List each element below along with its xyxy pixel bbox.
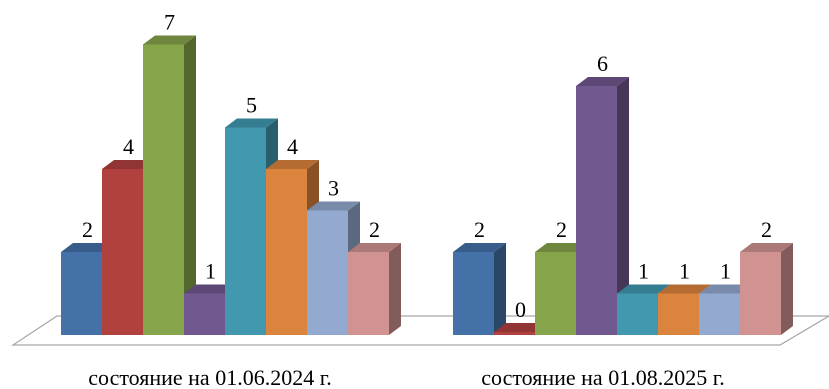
- bar: [143, 35, 196, 335]
- category-label: состояние на 01.06.2024 г.: [88, 365, 332, 389]
- bar: [348, 243, 401, 335]
- data-label: 5: [246, 93, 257, 118]
- bar: [576, 77, 629, 335]
- data-label: 3: [328, 176, 339, 201]
- data-label: 0: [515, 297, 526, 322]
- bar: [453, 243, 506, 335]
- data-label: 1: [205, 259, 216, 284]
- data-label: 4: [123, 134, 134, 159]
- data-label: 1: [720, 259, 731, 284]
- data-label: 7: [164, 10, 175, 35]
- bar: [184, 284, 237, 335]
- data-label: 1: [679, 259, 690, 284]
- data-label: 2: [556, 217, 567, 242]
- data-label: 2: [761, 217, 772, 242]
- data-label: 1: [638, 259, 649, 284]
- data-label: 2: [369, 217, 380, 242]
- data-label: 4: [287, 134, 298, 159]
- data-label: 2: [82, 217, 93, 242]
- bar: [740, 243, 793, 335]
- category-label: состояние на 01.08.2025 г.: [481, 365, 725, 389]
- data-label: 6: [597, 51, 608, 76]
- data-label: 2: [474, 217, 485, 242]
